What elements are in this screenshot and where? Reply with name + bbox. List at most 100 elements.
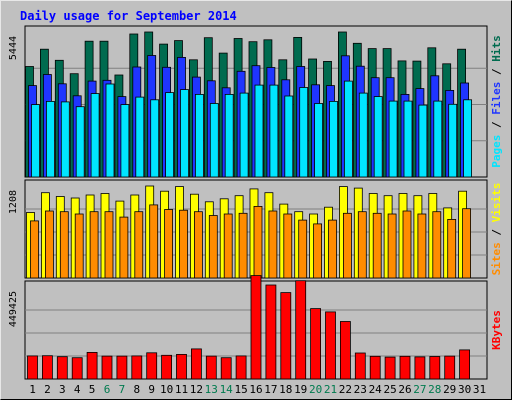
y-max-label: 449425	[8, 291, 19, 327]
x-axis: 1 2 3 4 5 6 7 8 9 10 11 12 13 14 15 16 17 18 19 20 21 22 23 24 2…	[29, 383, 486, 396]
bar-kbytes	[384, 356, 396, 380]
bar-kbytes	[220, 357, 232, 380]
bar-kbytes	[176, 353, 187, 380]
bar-pages	[46, 101, 55, 178]
x-tick-label: 22	[339, 383, 352, 396]
bar-pages	[329, 101, 338, 178]
bar-kbytes	[42, 355, 53, 380]
bar-pages	[269, 84, 279, 178]
x-tick-label: 7	[119, 383, 126, 396]
bar-kbytes	[190, 348, 202, 380]
bar-pages	[150, 99, 160, 178]
bar-pages	[90, 93, 100, 178]
bar-pages	[433, 100, 443, 178]
bar-kbytes	[71, 357, 83, 380]
bar-pages	[120, 104, 130, 178]
bar-sites	[89, 211, 99, 279]
bar-pages	[284, 95, 294, 178]
bar-pages	[105, 83, 115, 178]
x-tick-label: 18	[279, 383, 292, 396]
bar-sites	[45, 210, 54, 279]
bar-pages	[194, 94, 204, 178]
x-tick-label: 9	[148, 383, 155, 396]
bar-kbytes	[56, 356, 68, 380]
bar-sites	[179, 209, 188, 279]
x-tick-label: 6	[104, 383, 111, 396]
x-tick-label: 24	[369, 383, 383, 396]
legend-sites: Sites	[490, 242, 503, 275]
bar-sites	[223, 213, 233, 279]
bar-sites	[447, 218, 457, 279]
bar-kbytes	[265, 284, 277, 380]
bar-kbytes	[354, 352, 366, 380]
panel-hits-files-pages: 5444 Pages / Files / Hits	[8, 25, 503, 178]
bar-pages	[135, 96, 145, 178]
bar-kbytes	[399, 355, 411, 380]
bar-pages	[299, 87, 309, 178]
bar-kbytes	[429, 356, 441, 380]
bar-pages	[239, 92, 249, 178]
bar-kbytes	[339, 321, 351, 380]
bar-sites	[104, 211, 114, 279]
bar-pages	[418, 104, 428, 178]
x-tick-label: 8	[133, 383, 140, 396]
legend-separator: /	[490, 115, 503, 135]
bar-kbytes	[369, 355, 381, 380]
bar-kbytes	[310, 308, 322, 380]
x-tick-label: 15	[234, 383, 247, 396]
chart-title: Daily usage for September 2014	[20, 9, 237, 23]
bar-sites	[149, 204, 159, 279]
x-tick-label: 10	[160, 383, 173, 396]
bar-kbytes	[459, 349, 471, 380]
legend-files: Files	[490, 82, 503, 115]
x-tick-label: 30	[458, 383, 471, 396]
bar-sites	[432, 211, 442, 279]
bar-pages	[358, 92, 368, 178]
bar-sites	[462, 208, 472, 279]
bar-pages	[463, 99, 473, 178]
bar-pages	[373, 96, 383, 178]
bar-pages	[60, 101, 70, 178]
x-tick-label: 29	[443, 383, 456, 396]
bar-pages	[224, 94, 234, 178]
bar-sites	[134, 211, 144, 279]
bar-pages	[314, 103, 324, 178]
x-tick-label: 14	[220, 383, 234, 396]
bar-sites	[283, 213, 293, 279]
x-tick-label: 23	[354, 383, 367, 396]
bar-sites	[119, 216, 129, 279]
bar-sites	[193, 211, 203, 279]
series-legend: Pages / Files / Hits	[490, 35, 503, 168]
bar-kbytes	[146, 352, 158, 380]
x-tick-label: 27	[413, 383, 426, 396]
y-max-label: 1208	[8, 190, 19, 214]
x-tick-label: 19	[294, 383, 307, 396]
bar-pages	[254, 84, 264, 178]
bar-kbytes	[325, 311, 336, 380]
bar-pages	[75, 106, 85, 178]
bar-sites	[164, 209, 174, 279]
legend-kbytes: KBytes	[490, 310, 503, 350]
bar-sites	[238, 212, 248, 279]
x-tick-label: 4	[74, 383, 81, 396]
x-tick-label: 12	[190, 383, 203, 396]
bar-kbytes	[205, 355, 217, 380]
bar-pages	[388, 100, 398, 178]
bar-pages	[31, 104, 40, 178]
x-tick-label: 17	[264, 383, 277, 396]
legend-separator: /	[490, 62, 503, 82]
bar-kbytes	[86, 351, 98, 380]
bar-sites	[372, 212, 382, 279]
panel-visits-sites: 1208 Sites / Visits	[8, 179, 503, 279]
legend-visits: Visits	[490, 183, 503, 223]
bar-pages	[343, 80, 353, 178]
bar-sites	[402, 210, 412, 279]
legend-hits: Hits	[490, 35, 503, 62]
bar-sites	[387, 213, 397, 279]
legend-pages: Pages	[490, 135, 503, 168]
bar-kbytes	[131, 355, 143, 380]
x-tick-label: 28	[428, 383, 441, 396]
bar-kbytes	[101, 355, 113, 380]
